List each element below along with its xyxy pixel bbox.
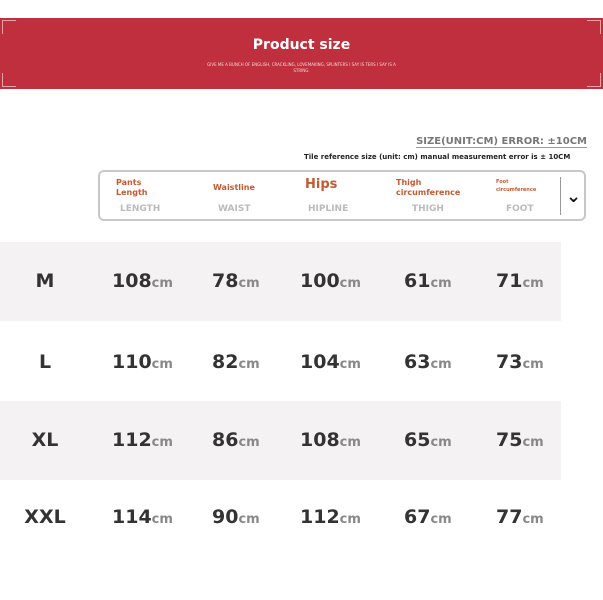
unit-suffix: cm [339, 435, 361, 450]
column-en-label: THIGH [412, 204, 444, 214]
table-row: XL 112cm 86cm 108cm 65cm 75cm [0, 401, 561, 480]
unit-suffix: cm [430, 276, 452, 291]
measurement-cell: 61cm [404, 270, 452, 292]
unit-suffix: cm [151, 357, 173, 372]
measurement-value: 112 [112, 429, 152, 451]
measurement-cell: 110cm [112, 351, 173, 373]
unit-label: SIZE(UNIT:CM) ERROR: ±10CM [416, 136, 587, 148]
column-header: Foot circumference FOOT [496, 178, 576, 214]
table-row: XXL 114cm 90cm 112cm 67cm 77cm [0, 478, 561, 557]
unit-suffix: cm [339, 512, 361, 527]
measurement-cell: 104cm [300, 351, 361, 373]
column-cn-label: Foot circumference [496, 179, 537, 193]
measurement-value: 71 [496, 270, 523, 292]
table-row: M 108cm 78cm 100cm 61cm 71cm [0, 242, 561, 321]
measurement-note: Tile reference size (unit: cm) manual me… [304, 153, 571, 161]
unit-suffix: cm [151, 435, 173, 450]
column-cn-label: Pants Length [116, 178, 148, 197]
measurement-cell: 77cm [496, 506, 544, 528]
column-cn-label: Hips [305, 177, 338, 192]
measurement-cell: 71cm [496, 270, 544, 292]
measurement-value: 65 [404, 429, 431, 451]
measurement-value: 86 [212, 429, 239, 451]
measurement-cell: 75cm [496, 429, 544, 451]
corner-decoration [2, 20, 16, 34]
measurement-cell: 112cm [300, 506, 361, 528]
column-header: Hips HIPLINE [305, 177, 385, 214]
unit-suffix: cm [522, 435, 544, 450]
measurement-value: 100 [300, 270, 340, 292]
measurement-cell: 73cm [496, 351, 544, 373]
measurement-value: 67 [404, 506, 431, 528]
column-cn-label: Thigh circumference [396, 178, 461, 197]
unit-suffix: cm [238, 357, 260, 372]
table-row: L 110cm 82cm 104cm 63cm 73cm [0, 323, 561, 402]
measurement-cell: 108cm [300, 429, 361, 451]
unit-suffix: cm [151, 276, 173, 291]
divider [560, 177, 561, 215]
measurement-value: 73 [496, 351, 523, 373]
title-banner: Product size GIVE ME A BUNCH OF ENGLISH,… [0, 18, 603, 89]
measurement-value: 108 [300, 429, 340, 451]
unit-suffix: cm [238, 435, 260, 450]
measurement-cell: 78cm [212, 270, 260, 292]
measurement-cell: 82cm [212, 351, 260, 373]
column-en-label: FOOT [506, 204, 534, 214]
size-label: XXL [24, 506, 66, 528]
banner-title: Product size [252, 37, 351, 53]
measurement-value: 75 [496, 429, 523, 451]
column-cn-label: Waistline [213, 183, 255, 192]
unit-suffix: cm [151, 512, 173, 527]
banner-subtitle: GIVE ME A BUNCH OF ENGLISH, CRACKLING, L… [207, 62, 396, 73]
measurement-value: 77 [496, 506, 523, 528]
unit-suffix: cm [522, 357, 544, 372]
unit-suffix: cm [522, 276, 544, 291]
measurement-value: 108 [112, 270, 152, 292]
measurement-cell: 67cm [404, 506, 452, 528]
measurement-cell: 86cm [212, 429, 260, 451]
column-header-box: Pants Length LENGTH Waistline WAIST Hips HI… [98, 170, 586, 221]
unit-suffix: cm [238, 276, 260, 291]
measurement-value: 104 [300, 351, 340, 373]
measurement-value: 112 [300, 506, 340, 528]
unit-suffix: cm [339, 276, 361, 291]
size-label: XL [31, 429, 59, 451]
corner-decoration [2, 73, 16, 87]
measurement-cell: 63cm [404, 351, 452, 373]
unit-suffix: cm [430, 512, 452, 527]
measurement-value: 61 [404, 270, 431, 292]
measurement-value: 90 [212, 506, 239, 528]
unit-suffix: cm [238, 512, 260, 527]
column-header: Thigh circumference THIGH [396, 178, 476, 214]
unit-suffix: cm [430, 357, 452, 372]
measurement-cell: 112cm [112, 429, 173, 451]
column-en-label: LENGTH [120, 204, 161, 214]
column-header: Waistline WAIST [213, 178, 293, 214]
measurement-value: 114 [112, 506, 152, 528]
column-en-label: HIPLINE [308, 204, 349, 214]
unit-suffix: cm [430, 435, 452, 450]
corner-decoration [587, 73, 601, 87]
measurement-cell: 114cm [112, 506, 173, 528]
measurement-cell: 90cm [212, 506, 260, 528]
size-label: M [35, 270, 55, 292]
measurement-value: 110 [112, 351, 152, 373]
measurement-cell: 65cm [404, 429, 452, 451]
unit-suffix: cm [522, 512, 544, 527]
column-en-label: WAIST [218, 204, 251, 214]
measurement-value: 63 [404, 351, 431, 373]
column-header: Pants Length LENGTH [116, 178, 196, 214]
measurement-cell: 100cm [300, 270, 361, 292]
measurement-value: 82 [212, 351, 239, 373]
size-label: L [38, 351, 52, 373]
measurement-cell: 108cm [112, 270, 173, 292]
chevron-down-icon: ⌄ [566, 186, 582, 207]
unit-suffix: cm [339, 357, 361, 372]
measurement-value: 78 [212, 270, 239, 292]
corner-decoration [587, 20, 601, 34]
